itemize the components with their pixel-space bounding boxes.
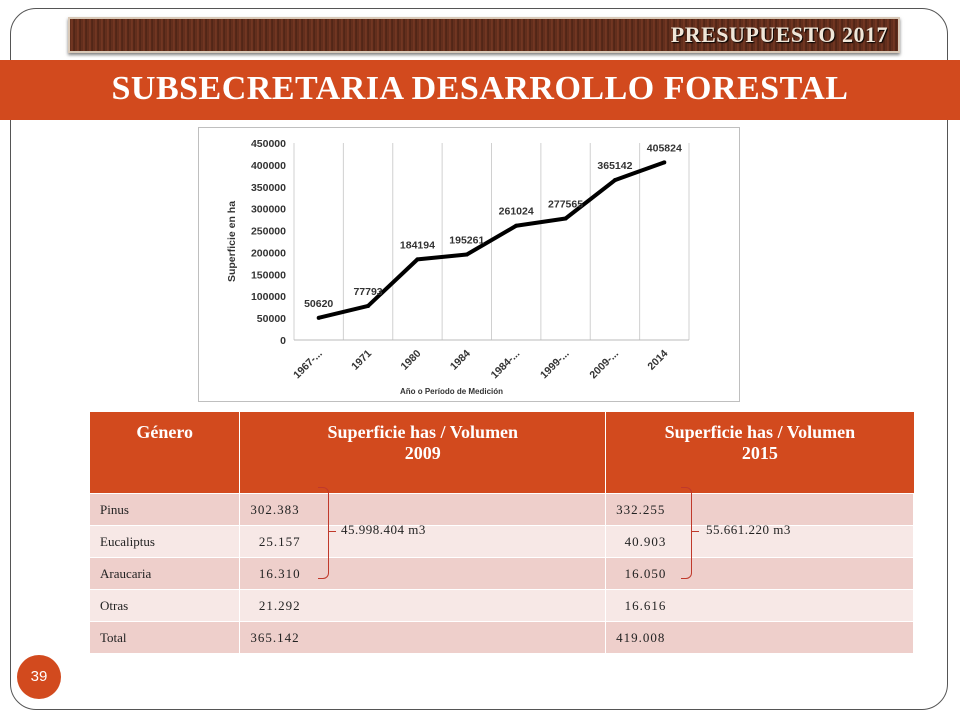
page-title: SUBSECRETARIA DESARROLLO FORESTAL [111,70,849,107]
data-point [316,315,321,320]
data-point [415,257,420,262]
cell-2009: 365.142 [239,621,607,653]
header-genero-label: Género [136,422,194,442]
data-point [612,178,617,183]
data-table: Género Superficie has / Volumen 2009 Supe… [90,412,914,653]
y-tick-label: 450000 [251,138,286,150]
series-line [318,160,665,320]
x-tick-label: 1971 [349,348,374,373]
data-point [366,303,371,308]
cell-2009: 302.383 [239,493,607,526]
table-header-row: Género Superficie has / Volumen 2009 Supe… [90,412,914,494]
header-2009-label: Superficie has / Volumen [327,422,519,442]
volume-2009-label: 45.998.404 m3 [341,522,426,537]
x-tick-label: 1967-... [291,348,325,382]
cell-genero: Eucaliptus [90,525,241,558]
volume-2015-label: 55.661.220 m3 [706,522,791,537]
x-tick-label: 1984 [448,348,473,373]
y-tick-label: 300000 [251,204,286,216]
data-label: 77793 [353,286,382,298]
cell-2015: 332.255 [605,493,914,526]
x-tick-label: 2009-... [587,348,621,382]
cell-2015: 419.008 [605,621,914,653]
x-tick-label: 2014 [645,348,670,373]
x-axis-title: Año o Período de Medición [400,387,503,396]
y-tick-label: 100000 [251,291,286,303]
table-row: Pinus 302.383 332.255 [90,493,914,526]
y-tick-label: 350000 [251,182,286,194]
cell-2009: 25.157 [239,525,607,558]
title-bar: SUBSECRETARIA DESARROLLO FORESTAL [0,60,960,120]
x-tick-label: 1980 [399,348,424,373]
y-tick-label: 150000 [251,269,286,281]
y-tick-label: 200000 [251,247,286,259]
cell-2015: 16.616 [605,589,914,622]
table-row: Eucaliptus 25.157 40.903 [90,525,914,558]
data-label: 261024 [499,206,534,218]
y-tick-label: 250000 [251,226,286,238]
x-tick-label: 1984-... [489,348,523,382]
cell-2009: 21.292 [239,589,607,622]
data-point [563,216,568,221]
data-point [514,223,519,228]
data-label: 405824 [647,142,682,154]
table-row: Araucaria 16.310 16.050 [90,557,914,590]
cell-genero: Otras [90,589,241,622]
data-label: 365142 [597,160,632,172]
slide-frame [10,8,948,710]
presupuesto-banner: PRESUPUESTO 2017 [68,17,900,53]
cell-genero: Araucaria [90,557,241,590]
data-label: 184194 [400,239,435,251]
header-2009: Superficie has / Volumen 2009 [239,412,607,494]
header-2015-label: Superficie has / Volumen [664,422,856,442]
y-tick-label: 400000 [251,160,286,172]
y-axis-title: Superficie en ha [226,201,238,282]
header-genero: Género [90,412,241,494]
cell-2009: 16.310 [239,557,607,590]
cell-genero: Pinus [90,493,241,526]
table-row: Otras 21.292 16.616 [90,589,914,622]
brace-2015 [681,487,692,579]
chart-container: 0 50000 100000 150000 200000 250000 300000 3500… [198,127,740,402]
cell-2015: 16.050 [605,557,914,590]
header-2009-year: 2009 [404,443,441,463]
line-chart: 0 50000 100000 150000 200000 250000 300000 3500… [226,138,690,396]
data-label: 277565 [548,198,583,210]
cell-2015: 40.903 [605,525,914,558]
y-tick-label: 50000 [257,313,286,325]
data-label: 50620 [304,298,333,310]
cell-genero: Total [90,621,241,653]
x-tick-label: 1999-... [538,348,572,382]
data-point [662,160,667,165]
brace-2015-tick [691,531,699,532]
presupuesto-title: PRESUPUESTO 2017 [670,22,888,47]
brace-2009-tick [328,531,336,532]
y-tick-label: 0 [280,335,286,347]
brace-2009 [318,487,329,579]
header-2015: Superficie has / Volumen 2015 [605,412,914,494]
data-point [464,252,469,257]
header-2015-year: 2015 [741,443,778,463]
page-number-badge: 39 [17,655,61,699]
table-row: Total 365.142 419.008 [90,621,914,653]
data-label: 195261 [449,235,484,247]
